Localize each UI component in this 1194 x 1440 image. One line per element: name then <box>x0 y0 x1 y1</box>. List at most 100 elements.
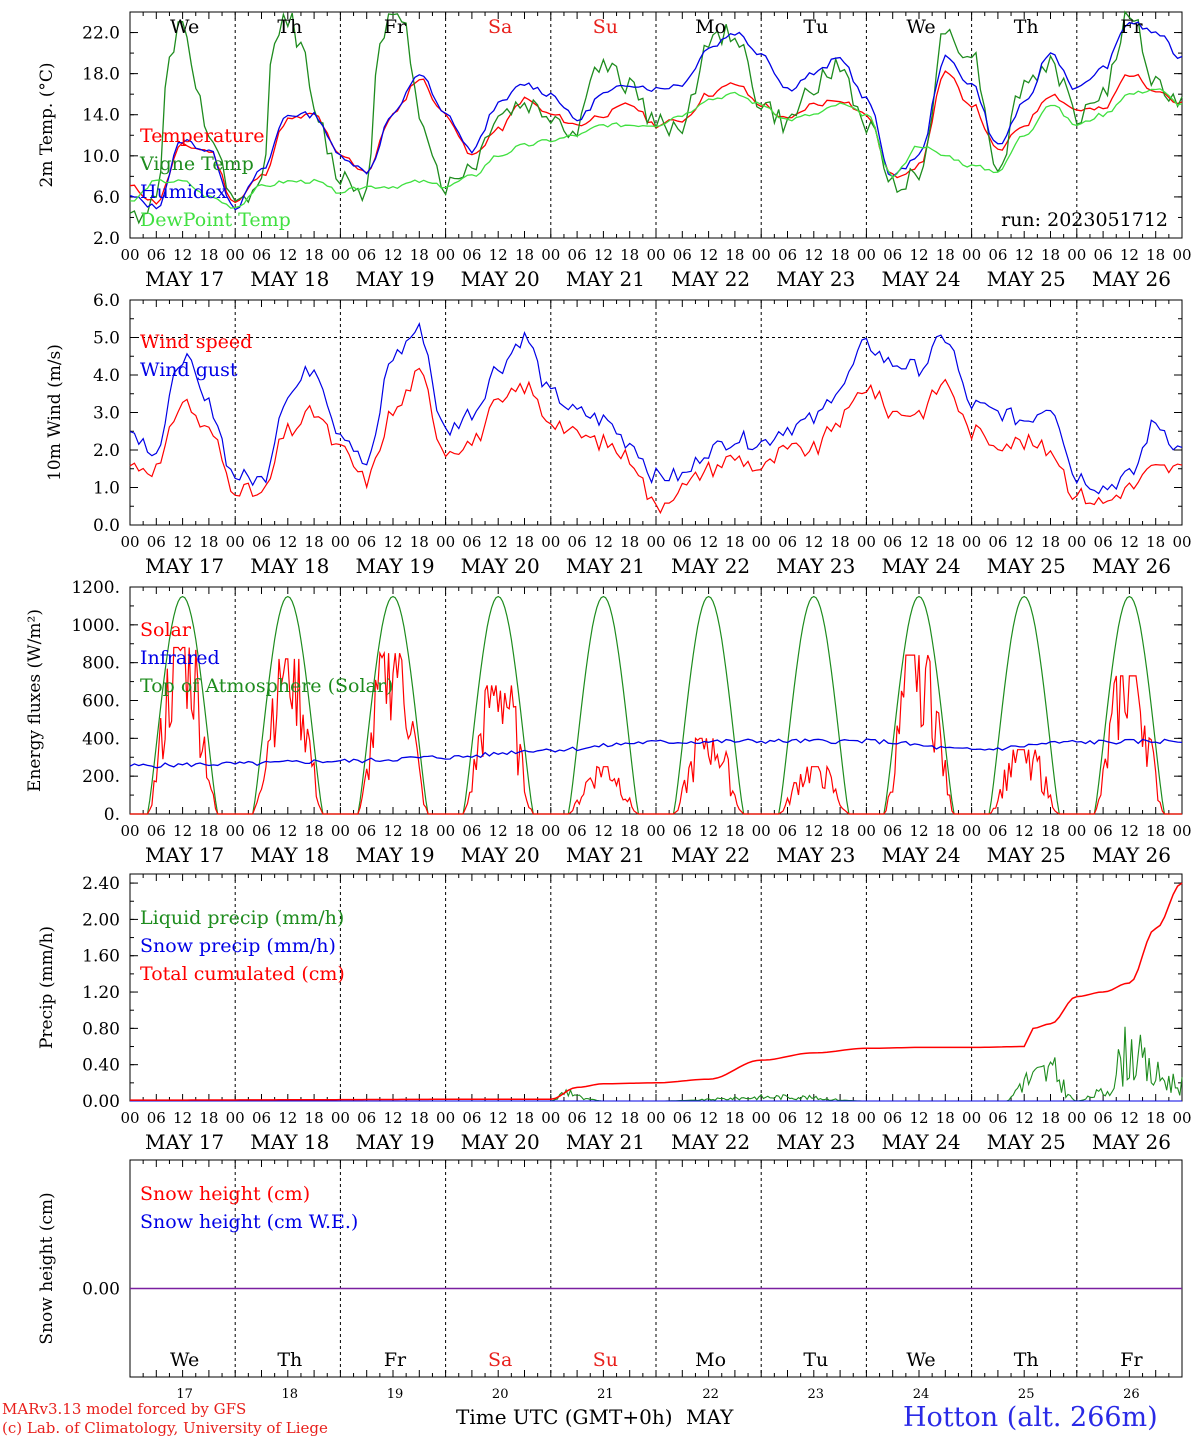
day-number-label: 21 <box>597 1387 614 1402</box>
hour-tick-label: 06 <box>357 246 376 264</box>
hour-tick-label: 12 <box>1120 533 1139 551</box>
hour-tick-label: 06 <box>673 246 692 264</box>
hour-tick-label: 18 <box>936 246 955 264</box>
hour-tick-label: 12 <box>173 533 192 551</box>
weekday-label: We <box>906 1349 935 1371</box>
legend-entry: Snow precip (mm/h) <box>140 935 336 957</box>
hour-tick-label: 06 <box>252 1109 271 1127</box>
hour-tick-label: 12 <box>383 246 402 264</box>
hour-tick-label: 06 <box>988 1109 1007 1127</box>
hour-tick-label: 06 <box>252 533 271 551</box>
date-label: MAY 18 <box>250 554 329 578</box>
hour-tick-label: 06 <box>462 533 481 551</box>
hour-tick-label: 00 <box>120 1109 139 1127</box>
y-tick-label: 2.40 <box>82 874 120 894</box>
y-tick-label: 1000. <box>71 616 120 636</box>
hour-tick-label: 00 <box>1172 822 1191 840</box>
date-label: MAY 21 <box>566 554 645 578</box>
weekday-label-top: Su <box>593 16 618 38</box>
hour-tick-label: 00 <box>120 822 139 840</box>
hour-tick-label: 18 <box>725 533 744 551</box>
hour-tick-label: 12 <box>278 822 297 840</box>
legend-entry: Vigne Temp <box>139 153 254 175</box>
x-axis-label: Time UTC (GMT+0h) <box>456 1405 673 1429</box>
hour-tick-label: 18 <box>410 533 429 551</box>
hour-tick-label: 00 <box>646 1109 665 1127</box>
date-label: MAY 25 <box>987 843 1066 867</box>
hour-tick-label: 12 <box>909 822 928 840</box>
hour-tick-label: 00 <box>226 822 245 840</box>
series-wind-gust <box>129 322 1183 495</box>
weekday-label: Th <box>1014 1349 1039 1371</box>
hour-tick-label: 06 <box>462 822 481 840</box>
hour-tick-label: 12 <box>173 246 192 264</box>
hour-tick-label: 00 <box>857 1109 876 1127</box>
legend-entry: Liquid precip (mm/h) <box>140 907 344 929</box>
y-tick-label: 0.40 <box>82 1056 120 1076</box>
series-total-cumulated <box>130 882 1183 1101</box>
hour-tick-label: 18 <box>199 1109 218 1127</box>
hour-tick-label: 18 <box>725 1109 744 1127</box>
hour-tick-label: 00 <box>436 533 455 551</box>
hour-tick-label: 12 <box>594 246 613 264</box>
hour-tick-label: 12 <box>1015 246 1034 264</box>
y-tick-label: 0.00 <box>82 1092 120 1112</box>
run-label: run: 2023051712 <box>1001 209 1168 231</box>
hour-tick-label: 06 <box>568 822 587 840</box>
hour-tick-label: 06 <box>883 822 902 840</box>
date-label: MAY 20 <box>461 1130 540 1154</box>
weekday-label-top: Th <box>1014 16 1039 38</box>
hour-tick-label: 18 <box>305 822 324 840</box>
y-tick-label: 2.0 <box>93 229 120 249</box>
panel-3: 0. 200. 400. 600. 800. 1000. 1200. Energy fluxe… <box>25 578 1192 867</box>
series-wind-speed <box>129 367 1183 515</box>
date-label: MAY 19 <box>355 1130 434 1154</box>
date-label: MAY 21 <box>566 843 645 867</box>
hour-tick-label: 00 <box>646 822 665 840</box>
panel-5: 0.00 Snow height (cm) We 17 Th 18 Fr 19 Sa 20 Su 21… <box>37 1159 1183 1402</box>
hour-tick-label: 18 <box>305 246 324 264</box>
date-label: MAY 17 <box>145 267 224 291</box>
hour-tick-label: 12 <box>804 533 823 551</box>
date-label: MAY 17 <box>145 843 224 867</box>
hour-tick-label: 06 <box>147 246 166 264</box>
hour-tick-label: 06 <box>568 533 587 551</box>
hour-tick-label: 12 <box>489 822 508 840</box>
date-label: MAY 20 <box>461 843 540 867</box>
date-label: MAY 26 <box>1092 1130 1171 1154</box>
hour-tick-label: 00 <box>226 246 245 264</box>
legend-entry: Wind gust <box>140 359 238 381</box>
hour-tick-label: 12 <box>699 533 718 551</box>
weekday-label: Fr <box>1120 1349 1143 1371</box>
hour-tick-label: 18 <box>620 533 639 551</box>
y-tick-label: 600. <box>82 692 120 712</box>
y-axis-label: 2m Temp. (°C) <box>37 62 57 187</box>
hour-tick-label: 06 <box>883 1109 902 1127</box>
y-tick-label: 0.00 <box>82 1280 120 1300</box>
day-number-label: 24 <box>913 1387 930 1402</box>
date-label: MAY 21 <box>566 1130 645 1154</box>
hour-tick-label: 06 <box>778 246 797 264</box>
hour-tick-label: 18 <box>1146 1109 1165 1127</box>
hour-tick-label: 06 <box>357 822 376 840</box>
hour-tick-label: 06 <box>883 246 902 264</box>
hour-tick-label: 18 <box>199 822 218 840</box>
hour-tick-label: 00 <box>962 822 981 840</box>
hour-tick-label: 06 <box>357 533 376 551</box>
weekday-label-top: Th <box>277 16 302 38</box>
hour-tick-label: 18 <box>1041 246 1060 264</box>
date-label: MAY 19 <box>355 554 434 578</box>
hour-tick-label: 12 <box>594 1109 613 1127</box>
hour-tick-label: 12 <box>489 1109 508 1127</box>
y-tick-label: 1200. <box>71 578 120 598</box>
weekday-label: Fr <box>384 1349 407 1371</box>
day-number-label: 18 <box>282 1387 299 1402</box>
y-tick-label: 1.0 <box>93 479 120 499</box>
panel-4: 0.00 0.40 0.80 1.20 1.60 2.00 2.40 Precip (mm/h… <box>37 873 1192 1154</box>
day-number-label: 19 <box>387 1387 404 1402</box>
hour-tick-label: 00 <box>962 1109 981 1127</box>
series-solar <box>130 646 1182 815</box>
hour-tick-label: 00 <box>1067 533 1086 551</box>
hour-tick-label: 12 <box>804 246 823 264</box>
